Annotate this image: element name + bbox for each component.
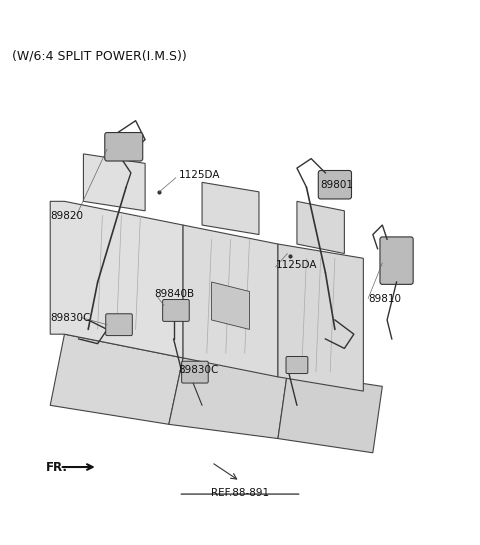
FancyBboxPatch shape bbox=[286, 356, 308, 373]
Text: 89801: 89801 bbox=[321, 180, 354, 190]
FancyBboxPatch shape bbox=[318, 171, 351, 199]
Polygon shape bbox=[212, 282, 250, 329]
FancyBboxPatch shape bbox=[105, 132, 143, 161]
Text: FR.: FR. bbox=[46, 462, 68, 475]
FancyBboxPatch shape bbox=[181, 361, 208, 383]
Polygon shape bbox=[50, 201, 183, 358]
Polygon shape bbox=[183, 225, 278, 377]
FancyBboxPatch shape bbox=[106, 314, 132, 336]
Polygon shape bbox=[278, 372, 383, 453]
Text: 1125DA: 1125DA bbox=[276, 261, 317, 270]
FancyBboxPatch shape bbox=[380, 237, 413, 284]
Text: 89810: 89810 bbox=[368, 294, 401, 304]
Text: 89830C: 89830C bbox=[179, 365, 219, 375]
Polygon shape bbox=[169, 358, 288, 439]
Polygon shape bbox=[50, 334, 183, 425]
Polygon shape bbox=[84, 154, 145, 211]
Polygon shape bbox=[202, 183, 259, 234]
Text: 89840B: 89840B bbox=[155, 289, 195, 299]
Text: 1125DA: 1125DA bbox=[179, 170, 220, 180]
Text: REF.88-891: REF.88-891 bbox=[211, 488, 269, 498]
Polygon shape bbox=[297, 201, 344, 253]
FancyBboxPatch shape bbox=[163, 300, 189, 322]
Text: 89830C: 89830C bbox=[50, 313, 91, 323]
Text: (W/6:4 SPLIT POWER(I.M.S)): (W/6:4 SPLIT POWER(I.M.S)) bbox=[12, 50, 187, 63]
Text: 89820: 89820 bbox=[50, 210, 83, 221]
Polygon shape bbox=[278, 244, 363, 391]
